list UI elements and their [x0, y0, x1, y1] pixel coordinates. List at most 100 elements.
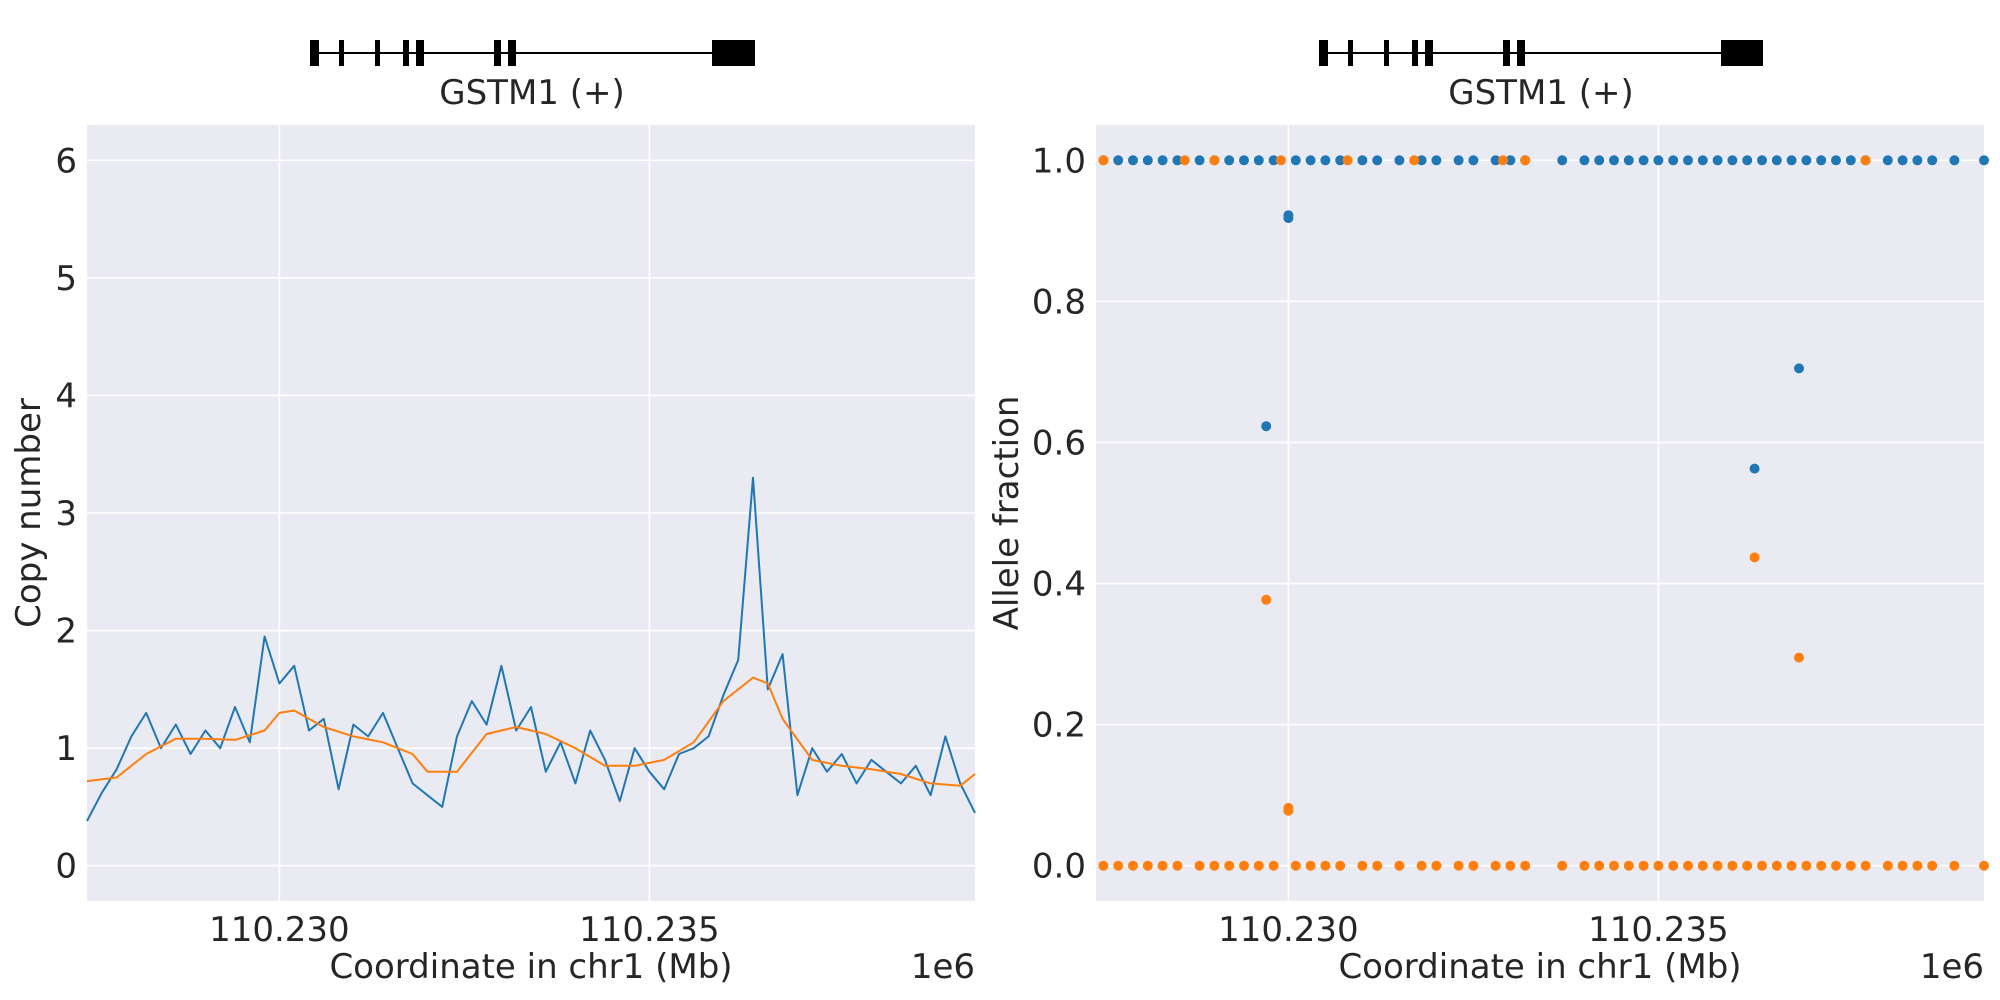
data-point	[1194, 860, 1205, 871]
data-point	[1520, 860, 1531, 871]
series-line	[86, 676, 976, 787]
x-offset-label: 1e6	[911, 947, 975, 987]
data-point	[1786, 155, 1797, 166]
data-point	[1357, 860, 1368, 871]
y-tick-label: 0	[55, 847, 77, 887]
gene-exon	[1348, 40, 1353, 66]
gene-exon	[403, 40, 409, 66]
data-point	[1757, 155, 1767, 166]
series-line	[86, 476, 976, 822]
data-point	[1283, 802, 1294, 813]
data-point	[1468, 860, 1479, 871]
data-point	[1749, 552, 1760, 563]
data-point	[1498, 155, 1508, 166]
data-point	[1623, 860, 1634, 871]
gene-label: GSTM1 (+)	[1448, 73, 1634, 113]
data-point	[1172, 860, 1183, 871]
data-point	[1253, 860, 1264, 871]
y-tick-label: 0.8	[1032, 282, 1086, 322]
y-tick-label: 1	[55, 729, 77, 769]
data-point	[1831, 155, 1841, 166]
data-point	[1128, 155, 1138, 166]
data-point	[1098, 155, 1109, 166]
y-tick-label: 0.0	[1032, 847, 1086, 887]
data-point	[1668, 860, 1679, 871]
data-point	[1860, 860, 1871, 871]
gene-exon	[375, 40, 380, 66]
gene-exon	[1384, 40, 1389, 66]
data-point	[1771, 860, 1782, 871]
data-point	[1912, 860, 1923, 871]
data-point	[1335, 860, 1346, 871]
data-point	[1949, 155, 1960, 166]
data-point	[1979, 860, 1989, 871]
data-point	[1742, 155, 1753, 166]
gene-exon	[1503, 40, 1510, 66]
data-point	[1505, 155, 1516, 166]
y-tick-label: 3	[55, 494, 77, 534]
data-point	[1224, 860, 1235, 871]
data-point	[1490, 860, 1501, 871]
data-point	[1283, 213, 1294, 224]
data-point	[1882, 860, 1893, 871]
data-point	[1697, 860, 1708, 871]
x-axis-label: Coordinate in chr1 (Mb)	[329, 947, 732, 987]
gridlines	[87, 125, 975, 901]
y-axis-label: Copy number	[9, 398, 49, 628]
gene-exon	[310, 40, 319, 66]
data-point	[1845, 860, 1856, 871]
data-point	[1757, 860, 1767, 871]
gene-exon	[508, 40, 516, 66]
data-point	[1372, 860, 1383, 871]
data-point	[1128, 860, 1138, 871]
data-point	[1453, 860, 1464, 871]
y-tick-label: 6	[55, 141, 77, 181]
data-point	[1416, 155, 1427, 166]
data-point	[1786, 860, 1797, 871]
data-point	[1794, 652, 1804, 663]
y-tick-label: 4	[55, 376, 77, 416]
data-point	[1697, 155, 1708, 166]
data-point	[1468, 155, 1479, 166]
data-point	[1490, 155, 1501, 166]
data-point	[1623, 155, 1634, 166]
data-point	[1224, 155, 1235, 166]
data-point	[1638, 860, 1649, 871]
y-tick-label: 2	[55, 612, 77, 652]
gene-exon	[1425, 40, 1433, 66]
gene-track-right: GSTM1 (+)	[1319, 40, 1763, 113]
gene-exon	[494, 40, 501, 66]
y-tick-label: 5	[55, 259, 77, 299]
data-point	[1579, 860, 1590, 871]
data-point	[1816, 860, 1827, 871]
gene-exon	[1721, 40, 1763, 66]
data-point	[1194, 155, 1205, 166]
x-tick-label: 110.230	[1218, 910, 1359, 950]
data-point	[1712, 155, 1723, 166]
gene-exon	[1319, 40, 1328, 66]
data-point	[1290, 860, 1301, 871]
y-tick-label: 1.0	[1032, 141, 1086, 181]
data-point	[1749, 463, 1760, 474]
data-point	[1520, 155, 1531, 166]
gene-exon	[1517, 40, 1525, 66]
data-point	[1845, 155, 1856, 166]
x-axis-label: Coordinate in chr1 (Mb)	[1338, 947, 1741, 987]
x-tick-label: 110.230	[209, 910, 350, 950]
data-point	[1683, 155, 1693, 166]
data-point	[1979, 155, 1989, 166]
data-point	[1098, 860, 1109, 871]
data-point	[1579, 155, 1590, 166]
data-point	[1320, 155, 1331, 166]
data-point	[1897, 155, 1908, 166]
data-point	[1801, 860, 1812, 871]
data-point	[1113, 860, 1124, 871]
data-point	[1409, 155, 1420, 166]
data-point	[1239, 155, 1249, 166]
data-point	[1209, 155, 1220, 166]
x-offset-label: 1e6	[1920, 947, 1984, 987]
x-tick-labels: 110.230 110.235	[1218, 910, 1729, 950]
data-point	[1113, 155, 1124, 166]
gene-label: GSTM1 (+)	[439, 73, 625, 113]
data-point	[1394, 860, 1405, 871]
